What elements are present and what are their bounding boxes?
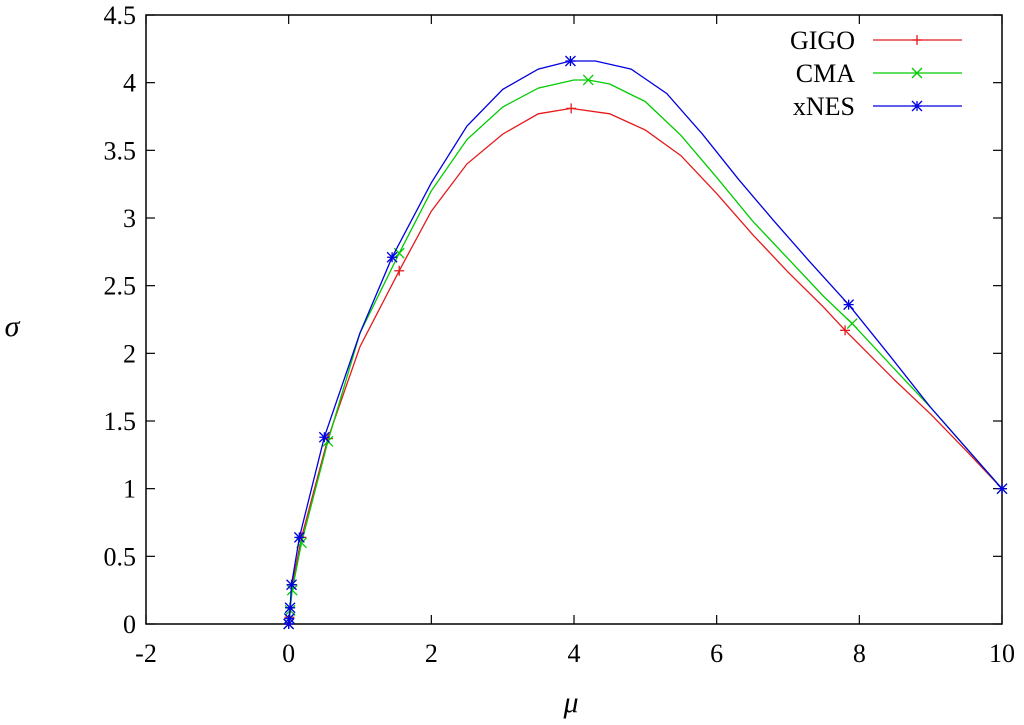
data-point-xnes	[286, 579, 297, 591]
legend-marker-cma	[911, 67, 923, 79]
data-point-xnes	[996, 483, 1008, 495]
data-point-xnes	[293, 531, 305, 543]
legend: GIGO CMA xNES	[790, 26, 962, 121]
legend-marker-gigo	[912, 35, 922, 45]
y-tick-label: 2.5	[104, 272, 137, 301]
x-axis-title: μ	[562, 686, 578, 719]
series-layer	[283, 55, 1008, 630]
data-point-xnes	[564, 55, 576, 67]
series-cma	[283, 74, 1008, 630]
legend-marker-xnes	[911, 100, 923, 112]
data-point-xnes	[318, 431, 330, 443]
data-point-gigo	[566, 103, 577, 114]
series-line-gigo	[288, 107, 1003, 625]
legend-label-xnes: xNES	[793, 92, 855, 121]
x-tick-label: -2	[135, 639, 157, 668]
series-line-xnes	[288, 60, 1003, 625]
x-tick-label: 10	[989, 639, 1015, 668]
data-point-gigo	[394, 265, 405, 276]
legend-label-gigo: GIGO	[790, 26, 855, 55]
x-tick-label: 4	[568, 639, 581, 668]
y-tick-label: 4	[123, 69, 136, 98]
series-line-cma	[288, 79, 1003, 625]
data-point-xnes	[283, 613, 295, 625]
x-tick-label: 8	[853, 639, 866, 668]
y-tick-label: 0	[123, 610, 136, 639]
x-tick-label: 2	[425, 639, 438, 668]
y-tick-label: 3	[123, 204, 136, 233]
x-tick-label: 0	[282, 639, 295, 668]
data-point-gigo	[840, 325, 851, 336]
series-xnes	[283, 55, 1008, 630]
data-point-xnes	[843, 299, 855, 311]
x-tick-label: 6	[710, 639, 723, 668]
data-point-xnes	[284, 602, 296, 614]
data-point-xnes	[386, 251, 398, 263]
data-point-cma	[582, 74, 594, 86]
y-tick-label: 4.5	[104, 1, 137, 30]
y-tick-label: 0.5	[104, 542, 137, 571]
y-tick-label: 1	[123, 475, 136, 504]
data-point-cma	[846, 318, 858, 330]
y-tick-label: 1.5	[104, 407, 137, 436]
y-tick-label: 2	[123, 339, 136, 368]
y-tick-label: 3.5	[104, 136, 137, 165]
legend-label-cma: CMA	[796, 59, 855, 88]
y-axis-title: σ	[5, 310, 21, 343]
data-point-xnes	[283, 618, 295, 630]
